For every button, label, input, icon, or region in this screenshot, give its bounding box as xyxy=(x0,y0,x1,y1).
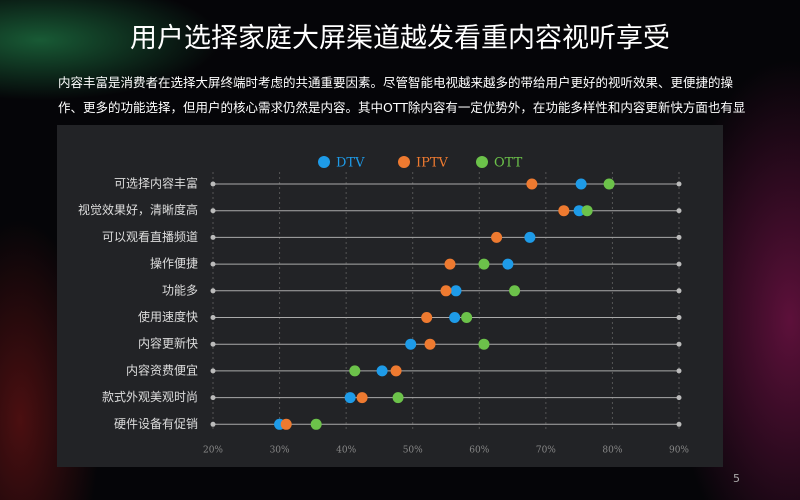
category-label: 视觉效果好，清晰度高 xyxy=(78,202,198,217)
dot xyxy=(349,365,361,377)
legend-label: DTV xyxy=(336,156,365,171)
row-end xyxy=(676,234,682,240)
row-end xyxy=(210,315,216,320)
category-label: 操作便捷 xyxy=(150,256,198,271)
dot xyxy=(502,258,514,270)
dot xyxy=(449,312,461,323)
legend-label: IPTV xyxy=(416,156,449,171)
row-end xyxy=(676,315,682,320)
description: 内容丰富是消费者在选择大屏终端时考虑的共通重要因素。尽管智能电视越来越多的带给用… xyxy=(58,75,746,140)
row-end xyxy=(676,368,682,374)
row-end xyxy=(210,288,216,294)
legend-marker xyxy=(318,156,330,168)
x-tick-label: 50% xyxy=(403,446,423,456)
dot xyxy=(392,392,404,404)
dot xyxy=(509,285,521,297)
category-label: 使用速度快 xyxy=(138,309,198,324)
dot xyxy=(444,258,456,270)
row-end xyxy=(210,181,216,187)
dot xyxy=(405,338,417,350)
x-tick-label: 20% xyxy=(203,446,223,456)
row-end xyxy=(210,395,216,401)
dot xyxy=(310,418,322,430)
row-end xyxy=(210,341,216,347)
dot xyxy=(440,285,452,297)
row-end xyxy=(676,181,682,187)
x-tick-label: 80% xyxy=(602,446,622,456)
dot xyxy=(603,178,615,190)
dot xyxy=(424,338,436,350)
row-end xyxy=(210,368,216,374)
row-end xyxy=(676,421,682,427)
category-label: 可选择内容丰富 xyxy=(114,176,198,191)
dot xyxy=(526,178,538,190)
x-tick-label: 90% xyxy=(669,446,689,456)
x-tick-label: 40% xyxy=(336,446,356,456)
row-end xyxy=(210,234,216,240)
dot xyxy=(461,312,473,323)
row-end xyxy=(210,208,216,214)
row-end xyxy=(676,261,682,267)
dot xyxy=(421,312,433,323)
row-end xyxy=(676,288,682,294)
dot xyxy=(280,418,292,430)
category-label: 可以观看直播频道 xyxy=(102,230,198,244)
x-tick-label: 30% xyxy=(270,446,290,456)
dot xyxy=(478,338,490,350)
category-label: 内容资费便宜 xyxy=(126,362,198,377)
row-end xyxy=(676,341,682,347)
legend-marker xyxy=(476,156,488,168)
dot xyxy=(478,258,490,270)
dot xyxy=(356,392,368,404)
category-label: 内容更新快 xyxy=(138,336,198,351)
category-label: 硬件设备有促销 xyxy=(114,417,198,431)
x-tick-label: 70% xyxy=(536,446,556,456)
row-end xyxy=(210,421,216,427)
slide-title: 用户选择家庭大屏渠道越发看重内容视听享受 xyxy=(130,23,670,54)
page-number: 5 xyxy=(733,472,740,485)
dot xyxy=(524,231,536,243)
dot xyxy=(573,205,585,217)
row-end xyxy=(210,261,216,267)
legend-label: OTT xyxy=(494,156,523,171)
row-end xyxy=(676,208,682,214)
dot xyxy=(390,365,402,377)
dot xyxy=(581,205,593,217)
dot xyxy=(376,365,388,377)
legend-marker xyxy=(398,156,410,168)
dot xyxy=(491,231,503,243)
dot xyxy=(450,285,462,297)
dot xyxy=(558,205,570,217)
category-label: 功能多 xyxy=(162,283,198,297)
dot xyxy=(575,178,587,190)
x-tick-label: 60% xyxy=(469,446,489,456)
row-end xyxy=(676,395,682,401)
category-label: 款式外观美观时尚 xyxy=(102,390,198,404)
dot xyxy=(344,392,356,404)
